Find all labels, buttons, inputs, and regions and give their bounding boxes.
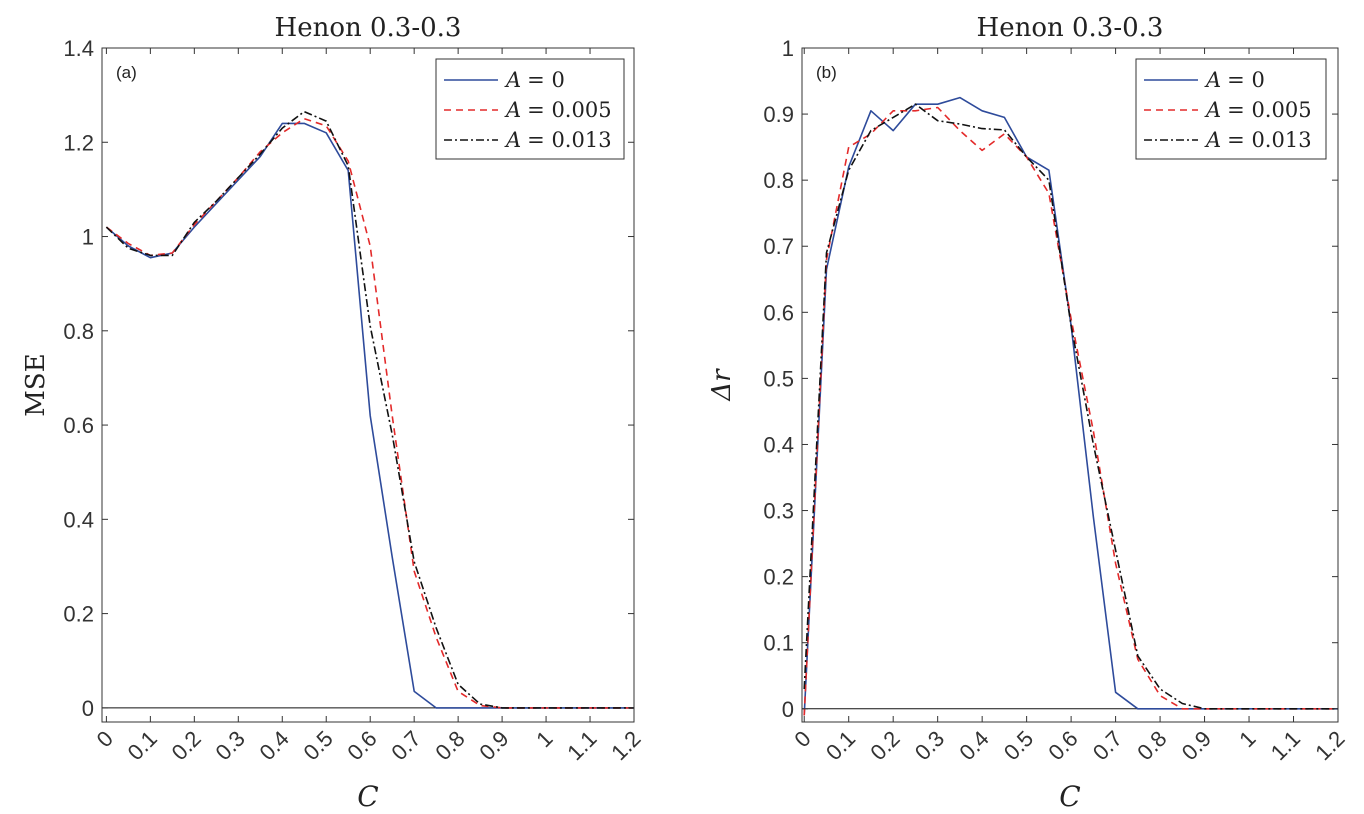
legend-entry-1: A = 0.005 [1204, 98, 1312, 122]
x-tick-label: 0.2 [167, 726, 206, 765]
y-tick-label: 1.2 [63, 130, 94, 155]
y-tick-label: 0.6 [63, 413, 94, 438]
x-tick-label: 0.9 [474, 726, 513, 765]
y-tick-label: 0 [82, 696, 94, 721]
legend-box [1135, 58, 1327, 160]
panel-label: (a) [116, 63, 137, 82]
x-tick-label: 0.5 [298, 726, 337, 765]
legend-entry-1: A = 0.005 [504, 98, 612, 122]
x-tick-label: 0.4 [954, 726, 993, 765]
chart-title: Henon 0.3-0.3 [977, 13, 1164, 43]
y-tick-label: 0 [782, 697, 794, 722]
y-tick-label: 0.9 [763, 102, 794, 127]
y-tick-label: 1 [782, 36, 794, 61]
x-tick-label: 0.1 [821, 726, 860, 765]
y-tick-label: 1 [82, 225, 94, 250]
y-tick-label: 0.2 [63, 602, 94, 627]
legend: A = 0 A = 0.005 A = 0.013 [1135, 58, 1327, 160]
y-tick-label: 1.4 [63, 36, 94, 61]
x-tick-label: 1.1 [562, 726, 601, 765]
x-tick-label: 0 [92, 726, 118, 752]
x-axis-label: C [357, 780, 378, 813]
y-tick-label: 0.8 [763, 168, 794, 193]
legend: A = 0 A = 0.005 A = 0.013 [435, 58, 625, 160]
x-tick-label: 1 [1234, 726, 1260, 752]
x-tick-label: 1.2 [1310, 726, 1349, 765]
legend-entry-0: A = 0 [504, 68, 565, 92]
x-tick-label: 0.8 [430, 726, 469, 765]
x-tick-label: 0.9 [1177, 726, 1216, 765]
panel-label: (b) [816, 63, 837, 82]
series-line-1 [105, 117, 634, 709]
x-tick-label: 0.1 [123, 726, 162, 765]
x-tick-label: 0.6 [1043, 726, 1082, 765]
y-tick-label: 0.5 [763, 366, 794, 391]
series-line-2 [803, 103, 1338, 710]
x-axis-label: C [1059, 780, 1080, 813]
y-tick-label: 0.8 [63, 319, 94, 344]
y-tick-label: 0.2 [763, 565, 794, 590]
axes-box [801, 47, 1339, 723]
series-line-1 [803, 106, 1338, 716]
chart-title: Henon 0.3-0.3 [275, 13, 462, 43]
y-tick-label: 0.4 [763, 432, 794, 457]
legend-entry-0: A = 0 [1204, 68, 1265, 92]
x-tick-label: 0 [789, 726, 815, 752]
y-axis-label: MSE [21, 353, 51, 416]
y-tick-label: 0.1 [763, 631, 794, 656]
series-line-2 [105, 110, 634, 709]
x-tick-label: 1.1 [1266, 726, 1305, 765]
y-tick-label: 0.3 [763, 499, 794, 524]
x-tick-label: 0.2 [865, 726, 904, 765]
panel-b: 00.10.20.30.40.50.60.70.80.910 0.1 0.2 0.3 0… [707, 13, 1350, 813]
axes-box [101, 47, 635, 723]
series-line-0 [803, 96, 1338, 716]
y-tick-label: 0.4 [63, 507, 94, 532]
x-tick-label: 0.4 [254, 726, 293, 765]
x-tick-label: 0.3 [910, 726, 949, 765]
legend-box [435, 58, 625, 160]
x-tick-label: 0.8 [1132, 726, 1171, 765]
legend-entry-2: A = 0.013 [504, 128, 612, 152]
x-tick-label: 0.6 [342, 726, 381, 765]
y-tick-label: 0.7 [763, 234, 794, 259]
x-tick-label: 1.2 [606, 726, 645, 765]
x-tick-label: 0.7 [1088, 726, 1127, 765]
x-tick-label: 1 [531, 726, 557, 752]
series-line-0 [105, 122, 634, 709]
x-tick-label: 0.7 [386, 726, 425, 765]
y-axis-label: Δr [707, 368, 737, 402]
y-tick-label: 0.6 [763, 300, 794, 325]
x-tick-label: 0.5 [999, 726, 1038, 765]
x-tick-label: 0.3 [211, 726, 250, 765]
panel-a: 00.20.40.60.811.21.40 0.1 0.2 0.3 0.4 0.5 0.6 0… [21, 13, 646, 813]
legend-entry-2: A = 0.013 [1204, 128, 1312, 152]
